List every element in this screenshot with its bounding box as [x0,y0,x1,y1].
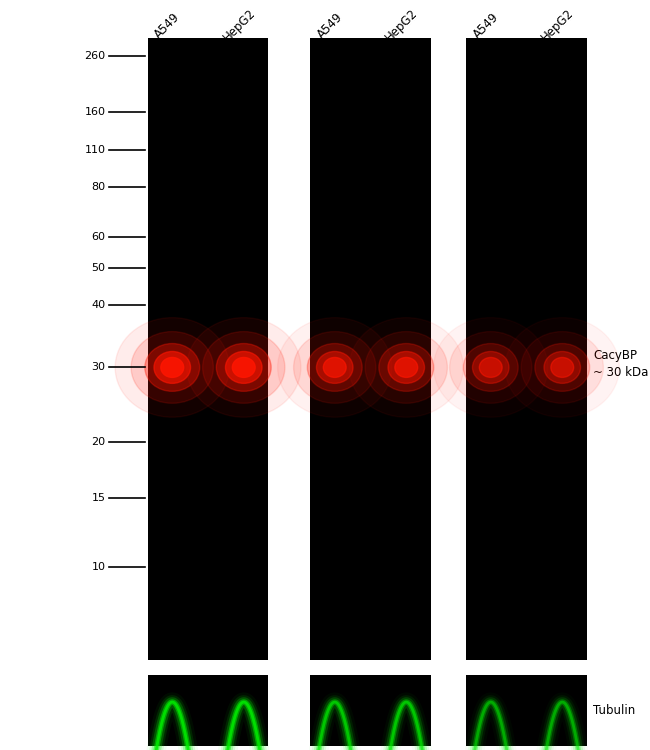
Ellipse shape [294,332,376,404]
Ellipse shape [323,358,346,377]
Ellipse shape [535,344,590,392]
Ellipse shape [131,332,213,404]
Text: 20: 20 [92,437,105,447]
Ellipse shape [551,358,574,377]
Text: HepG2: HepG2 [220,7,258,44]
Ellipse shape [154,352,190,383]
Text: 60: 60 [92,232,105,242]
Ellipse shape [479,358,502,377]
FancyBboxPatch shape [310,675,430,746]
Ellipse shape [232,358,255,377]
Ellipse shape [463,344,518,392]
FancyBboxPatch shape [467,38,586,660]
Ellipse shape [450,332,532,404]
Ellipse shape [544,352,580,383]
Ellipse shape [216,344,271,392]
FancyBboxPatch shape [148,675,268,746]
Text: 160: 160 [84,107,105,117]
Text: 40: 40 [92,300,105,310]
Text: Tubulin: Tubulin [593,704,636,717]
FancyBboxPatch shape [148,38,268,660]
Text: 80: 80 [92,182,105,192]
Ellipse shape [307,344,362,392]
Ellipse shape [388,352,424,383]
Ellipse shape [203,332,285,404]
FancyBboxPatch shape [310,38,430,660]
Ellipse shape [349,318,463,417]
Ellipse shape [365,332,447,404]
Ellipse shape [226,352,262,383]
Ellipse shape [115,318,229,417]
Ellipse shape [395,358,418,377]
Text: HepG2: HepG2 [539,7,577,44]
Text: A549: A549 [315,10,346,40]
Ellipse shape [187,318,301,417]
Text: A549: A549 [152,10,183,40]
Text: 110: 110 [84,145,105,154]
Text: A549: A549 [471,10,502,40]
Text: 30: 30 [92,362,105,373]
Ellipse shape [161,358,184,377]
Text: 260: 260 [84,51,105,62]
FancyBboxPatch shape [467,675,586,746]
Ellipse shape [145,344,200,392]
Ellipse shape [278,318,392,417]
Ellipse shape [473,352,509,383]
Text: 15: 15 [92,494,105,503]
Text: HepG2: HepG2 [383,7,421,44]
Text: 50: 50 [92,262,105,273]
Ellipse shape [317,352,353,383]
Text: CacyBP
~ 30 kDa: CacyBP ~ 30 kDa [593,349,649,379]
Text: 10: 10 [92,562,105,572]
Ellipse shape [379,344,434,392]
Ellipse shape [521,332,603,404]
